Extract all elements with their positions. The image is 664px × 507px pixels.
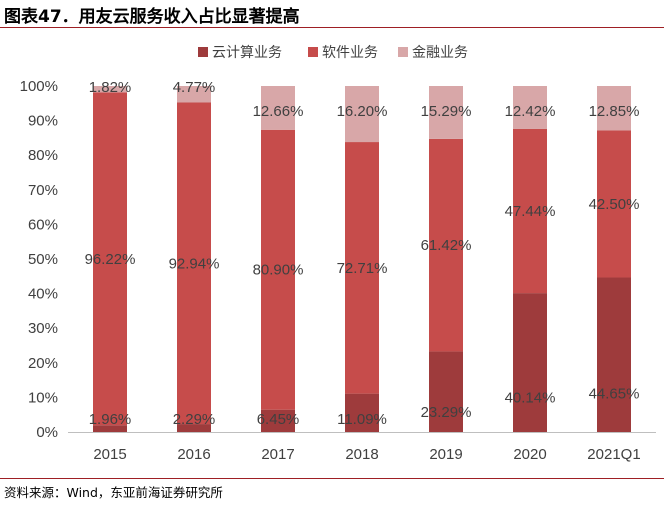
x-tick-label: 2021Q1 — [587, 446, 640, 463]
legend-label-2: 软件业务 — [322, 45, 378, 61]
y-tick-label: 90% — [28, 113, 58, 130]
data-label-series-1: 23.29% — [421, 404, 472, 421]
data-label-series-2: 42.50% — [589, 196, 640, 213]
data-label-series-1: 11.09% — [337, 411, 387, 428]
data-label-series-2: 80.90% — [253, 262, 304, 279]
bar-segment-1 — [429, 351, 463, 432]
y-tick-label: 80% — [28, 147, 58, 164]
data-label-series-3: 4.77% — [173, 79, 216, 96]
figure-title: 图表47．用友云服务收入占比显著提高 — [4, 7, 300, 27]
data-label-series-1: 1.96% — [89, 411, 132, 428]
bar-segment-2 — [261, 129, 295, 410]
bar-segment-2 — [93, 92, 127, 426]
bar-segment-3 — [513, 86, 547, 129]
y-tick-label: 30% — [28, 320, 58, 337]
y-tick-label: 100% — [20, 78, 58, 95]
data-label-series-1: 44.65% — [589, 385, 640, 402]
bar-segment-2 — [513, 128, 547, 294]
data-label-series-3: 1.82% — [89, 79, 132, 96]
y-tick-label: 0% — [36, 424, 58, 441]
x-tick-label: 2017 — [261, 446, 294, 463]
bar-segment-1 — [93, 425, 127, 432]
title-rule — [0, 27, 664, 28]
data-label-series-1: 6.45% — [257, 411, 300, 428]
y-tick-label: 40% — [28, 286, 58, 303]
data-label-series-2: 92.94% — [169, 255, 220, 272]
data-label-series-1: 40.14% — [505, 389, 556, 406]
source-note: 资料来源：Wind，东亚前海证券研究所 — [4, 485, 223, 500]
bar-segment-2 — [177, 102, 211, 425]
bar-segment-2 — [429, 138, 463, 352]
x-tick-label: 2016 — [177, 446, 210, 463]
bar-segment-3 — [93, 86, 127, 93]
legend-label-1: 云计算业务 — [212, 45, 282, 61]
x-tick-label: 2018 — [345, 446, 378, 463]
data-label-series-3: 12.85% — [589, 103, 640, 120]
bar-segment-1 — [177, 424, 211, 432]
bar-segment-1 — [597, 277, 631, 432]
data-label-series-2: 96.22% — [85, 251, 136, 268]
data-label-series-3: 12.42% — [505, 103, 556, 120]
data-label-series-3: 15.29% — [421, 103, 472, 120]
y-tick-label: 10% — [28, 389, 58, 406]
bar-segment-2 — [597, 130, 631, 278]
bar-segment-3 — [429, 86, 463, 139]
bar-segment-3 — [597, 86, 631, 131]
legend-swatch-1 — [198, 47, 208, 57]
data-label-series-2: 61.42% — [421, 237, 472, 254]
source-rule — [0, 478, 664, 479]
x-tick-label: 2019 — [429, 446, 462, 463]
x-tick-label: 2020 — [513, 446, 546, 463]
x-tick-label: 2015 — [93, 446, 126, 463]
data-label-series-3: 16.20% — [337, 103, 388, 120]
legend-label-3: 金融业务 — [412, 45, 468, 61]
y-tick-label: 60% — [28, 216, 58, 233]
bar-segment-1 — [513, 293, 547, 432]
data-label-series-2: 47.44% — [505, 203, 556, 220]
y-tick-label: 70% — [28, 182, 58, 199]
data-label-series-1: 2.29% — [173, 411, 216, 428]
legend-swatch-3 — [398, 47, 408, 57]
bar-segment-1 — [261, 409, 295, 432]
bar-segment-3 — [345, 86, 379, 143]
bar-segment-3 — [177, 86, 211, 103]
legend-swatch-2 — [308, 47, 318, 57]
data-label-series-3: 12.66% — [253, 103, 304, 120]
data-label-series-2: 72.71% — [337, 260, 388, 277]
bar-segment-1 — [345, 393, 379, 432]
stacked-bar-chart: 云计算业务 软件业务 金融业务 0% 10% 20% 30% 40% 50% 60% 70% 80% 9… — [20, 45, 656, 463]
y-tick-label: 50% — [28, 251, 58, 268]
bar-segment-3 — [261, 86, 295, 130]
y-tick-label: 20% — [28, 355, 58, 372]
bar-segment-2 — [345, 142, 379, 394]
